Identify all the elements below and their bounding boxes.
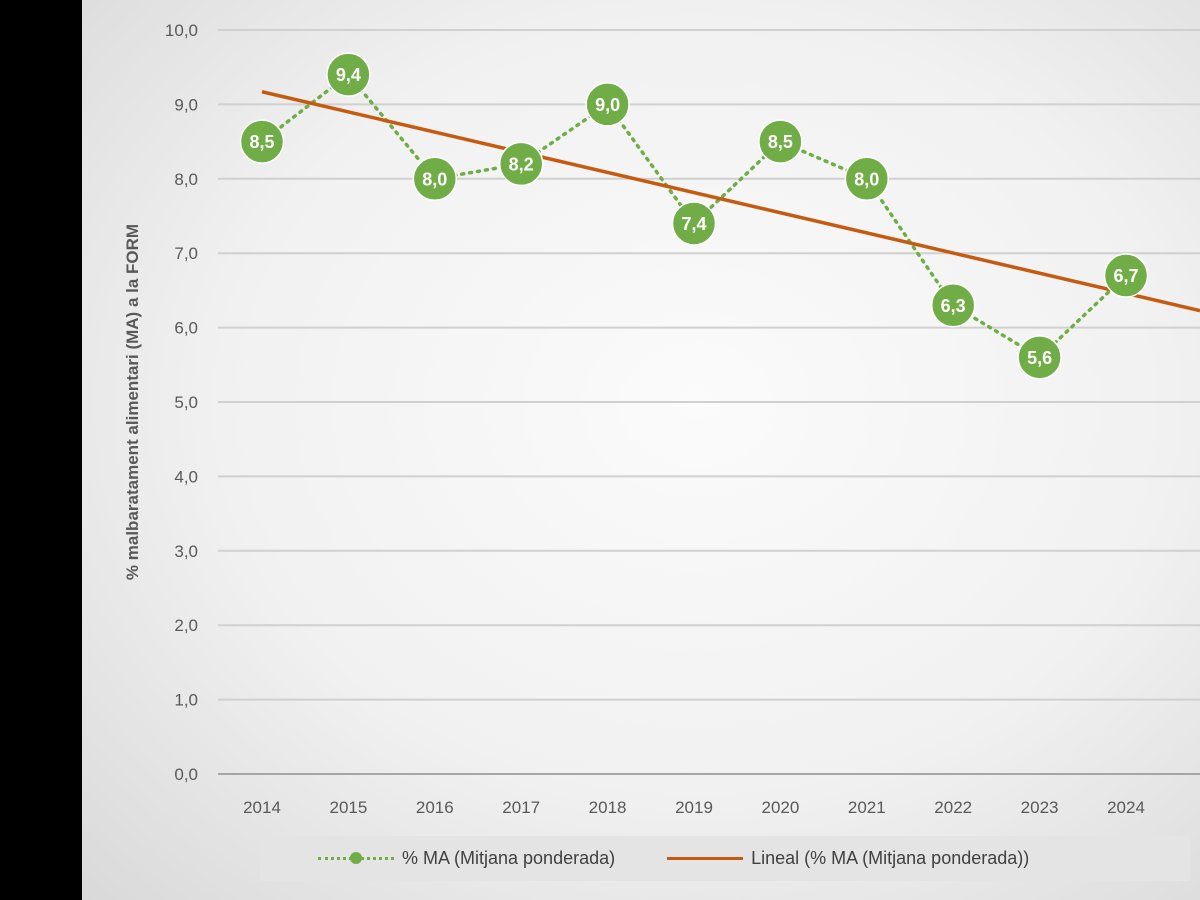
- data-point: [1017, 335, 1062, 380]
- y-axis-ticks: 0,0 1,0 2,0 3,0 4,0 5,0 6,0 7,0 8,0 9,0 10,0: [165, 21, 198, 784]
- legend: % MA (Mitjana ponderada) Lineal (% MA (M…: [260, 836, 1190, 881]
- data-point: [930, 283, 976, 328]
- data-label: 6,3: [941, 296, 966, 316]
- data-point: [498, 141, 544, 187]
- y-tick-label: 1,0: [174, 691, 198, 710]
- x-tick-label: 2017: [502, 798, 540, 817]
- x-tick-label: 2016: [416, 798, 454, 817]
- x-tick-label: 2024: [1107, 798, 1145, 817]
- legend-swatch-dotted: [318, 851, 394, 866]
- data-label: 7,4: [681, 214, 706, 234]
- y-tick-label: 10,0: [165, 21, 198, 40]
- legend-swatch-solid: [667, 852, 744, 866]
- series-markers: 8,5 9,4 8,0 8,2 9,0 7,4 8,5 8,0 6,3 5,6 6,7: [239, 52, 1149, 380]
- legend-label-series: % MA (Mitjana ponderada): [402, 848, 616, 868]
- x-tick-label: 2023: [1021, 798, 1059, 817]
- y-tick-label: 3,0: [174, 542, 198, 561]
- x-axis-ticks: 2014 2015 2016 2017 2018 2019 2020 2021 2022 2023…: [243, 798, 1145, 817]
- y-axis-label: % malbaratament alimentari (MA) a la FOR…: [123, 223, 142, 581]
- data-point: [671, 201, 717, 246]
- legend-item-series[interactable]: % MA (Mitjana ponderada): [318, 848, 615, 869]
- y-tick-label: 8,0: [174, 170, 198, 189]
- x-tick-label: 2018: [589, 798, 627, 817]
- x-tick-label: 2022: [934, 798, 972, 817]
- data-label: 9,0: [595, 95, 620, 115]
- legend-item-trend[interactable]: Lineal (% MA (Mitjana ponderada)): [667, 848, 1029, 869]
- y-tick-label: 2,0: [174, 616, 198, 635]
- data-label: 6,7: [1113, 266, 1138, 286]
- y-tick-label: 5,0: [174, 393, 198, 412]
- data-label: 8,0: [422, 169, 447, 189]
- y-tick-label: 6,0: [174, 319, 198, 338]
- gridlines: [218, 29, 1200, 775]
- y-tick-label: 4,0: [174, 467, 198, 486]
- data-point: [758, 119, 803, 164]
- data-label: 8,2: [509, 154, 534, 174]
- x-tick-label: 2015: [329, 798, 367, 817]
- x-tick-label: 2019: [675, 798, 713, 817]
- data-label: 8,5: [768, 132, 793, 152]
- legend-label-trend: Lineal (% MA (Mitjana ponderada)): [751, 848, 1030, 868]
- x-tick-label: 2021: [848, 798, 886, 817]
- x-tick-label: 2020: [761, 798, 799, 817]
- data-point: [412, 156, 458, 202]
- data-label: 9,4: [336, 65, 361, 85]
- data-label: 8,0: [854, 169, 879, 189]
- trend-line: [261, 90, 1200, 313]
- x-tick-label: 2014: [243, 798, 281, 817]
- y-tick-label: 0,0: [174, 765, 198, 784]
- data-point: [1103, 253, 1149, 298]
- data-point: [326, 52, 371, 97]
- y-tick-label: 7,0: [174, 244, 198, 263]
- data-point: [239, 119, 285, 164]
- data-label: 5,6: [1027, 348, 1052, 368]
- data-point: [585, 82, 630, 127]
- trend-line-segment: [261, 90, 1200, 313]
- y-tick-label: 9,0: [174, 95, 198, 114]
- data-label: 8,5: [249, 132, 274, 152]
- data-point: [844, 156, 890, 202]
